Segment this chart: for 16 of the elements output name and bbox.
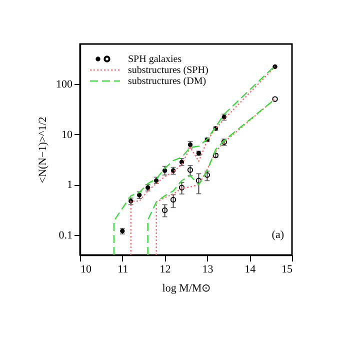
- y-tick-label: 10: [62, 128, 73, 141]
- legend-label: SPH galaxies: [128, 54, 182, 65]
- annotation: (a): [272, 229, 284, 241]
- x-tick-label: 14: [244, 264, 256, 276]
- x-tick-label: 13: [202, 264, 214, 276]
- y-tick-label: 100: [56, 78, 73, 90]
- legend-label: substructures (DM): [128, 76, 206, 87]
- x-tick-label: 10: [80, 264, 92, 276]
- x-tick-label: 15: [282, 264, 293, 276]
- y-tick-label: 0.1: [58, 229, 72, 242]
- x-tick-label: 11: [118, 264, 128, 276]
- legend-label: substructures (SPH): [128, 65, 208, 76]
- x-tick-label: 12: [160, 264, 171, 276]
- y-tick-label: 1: [67, 179, 72, 192]
- y-axis-title: <N(N−1)>^1/2: [37, 116, 49, 184]
- x-axis-title: log M/M⊙: [162, 282, 211, 294]
